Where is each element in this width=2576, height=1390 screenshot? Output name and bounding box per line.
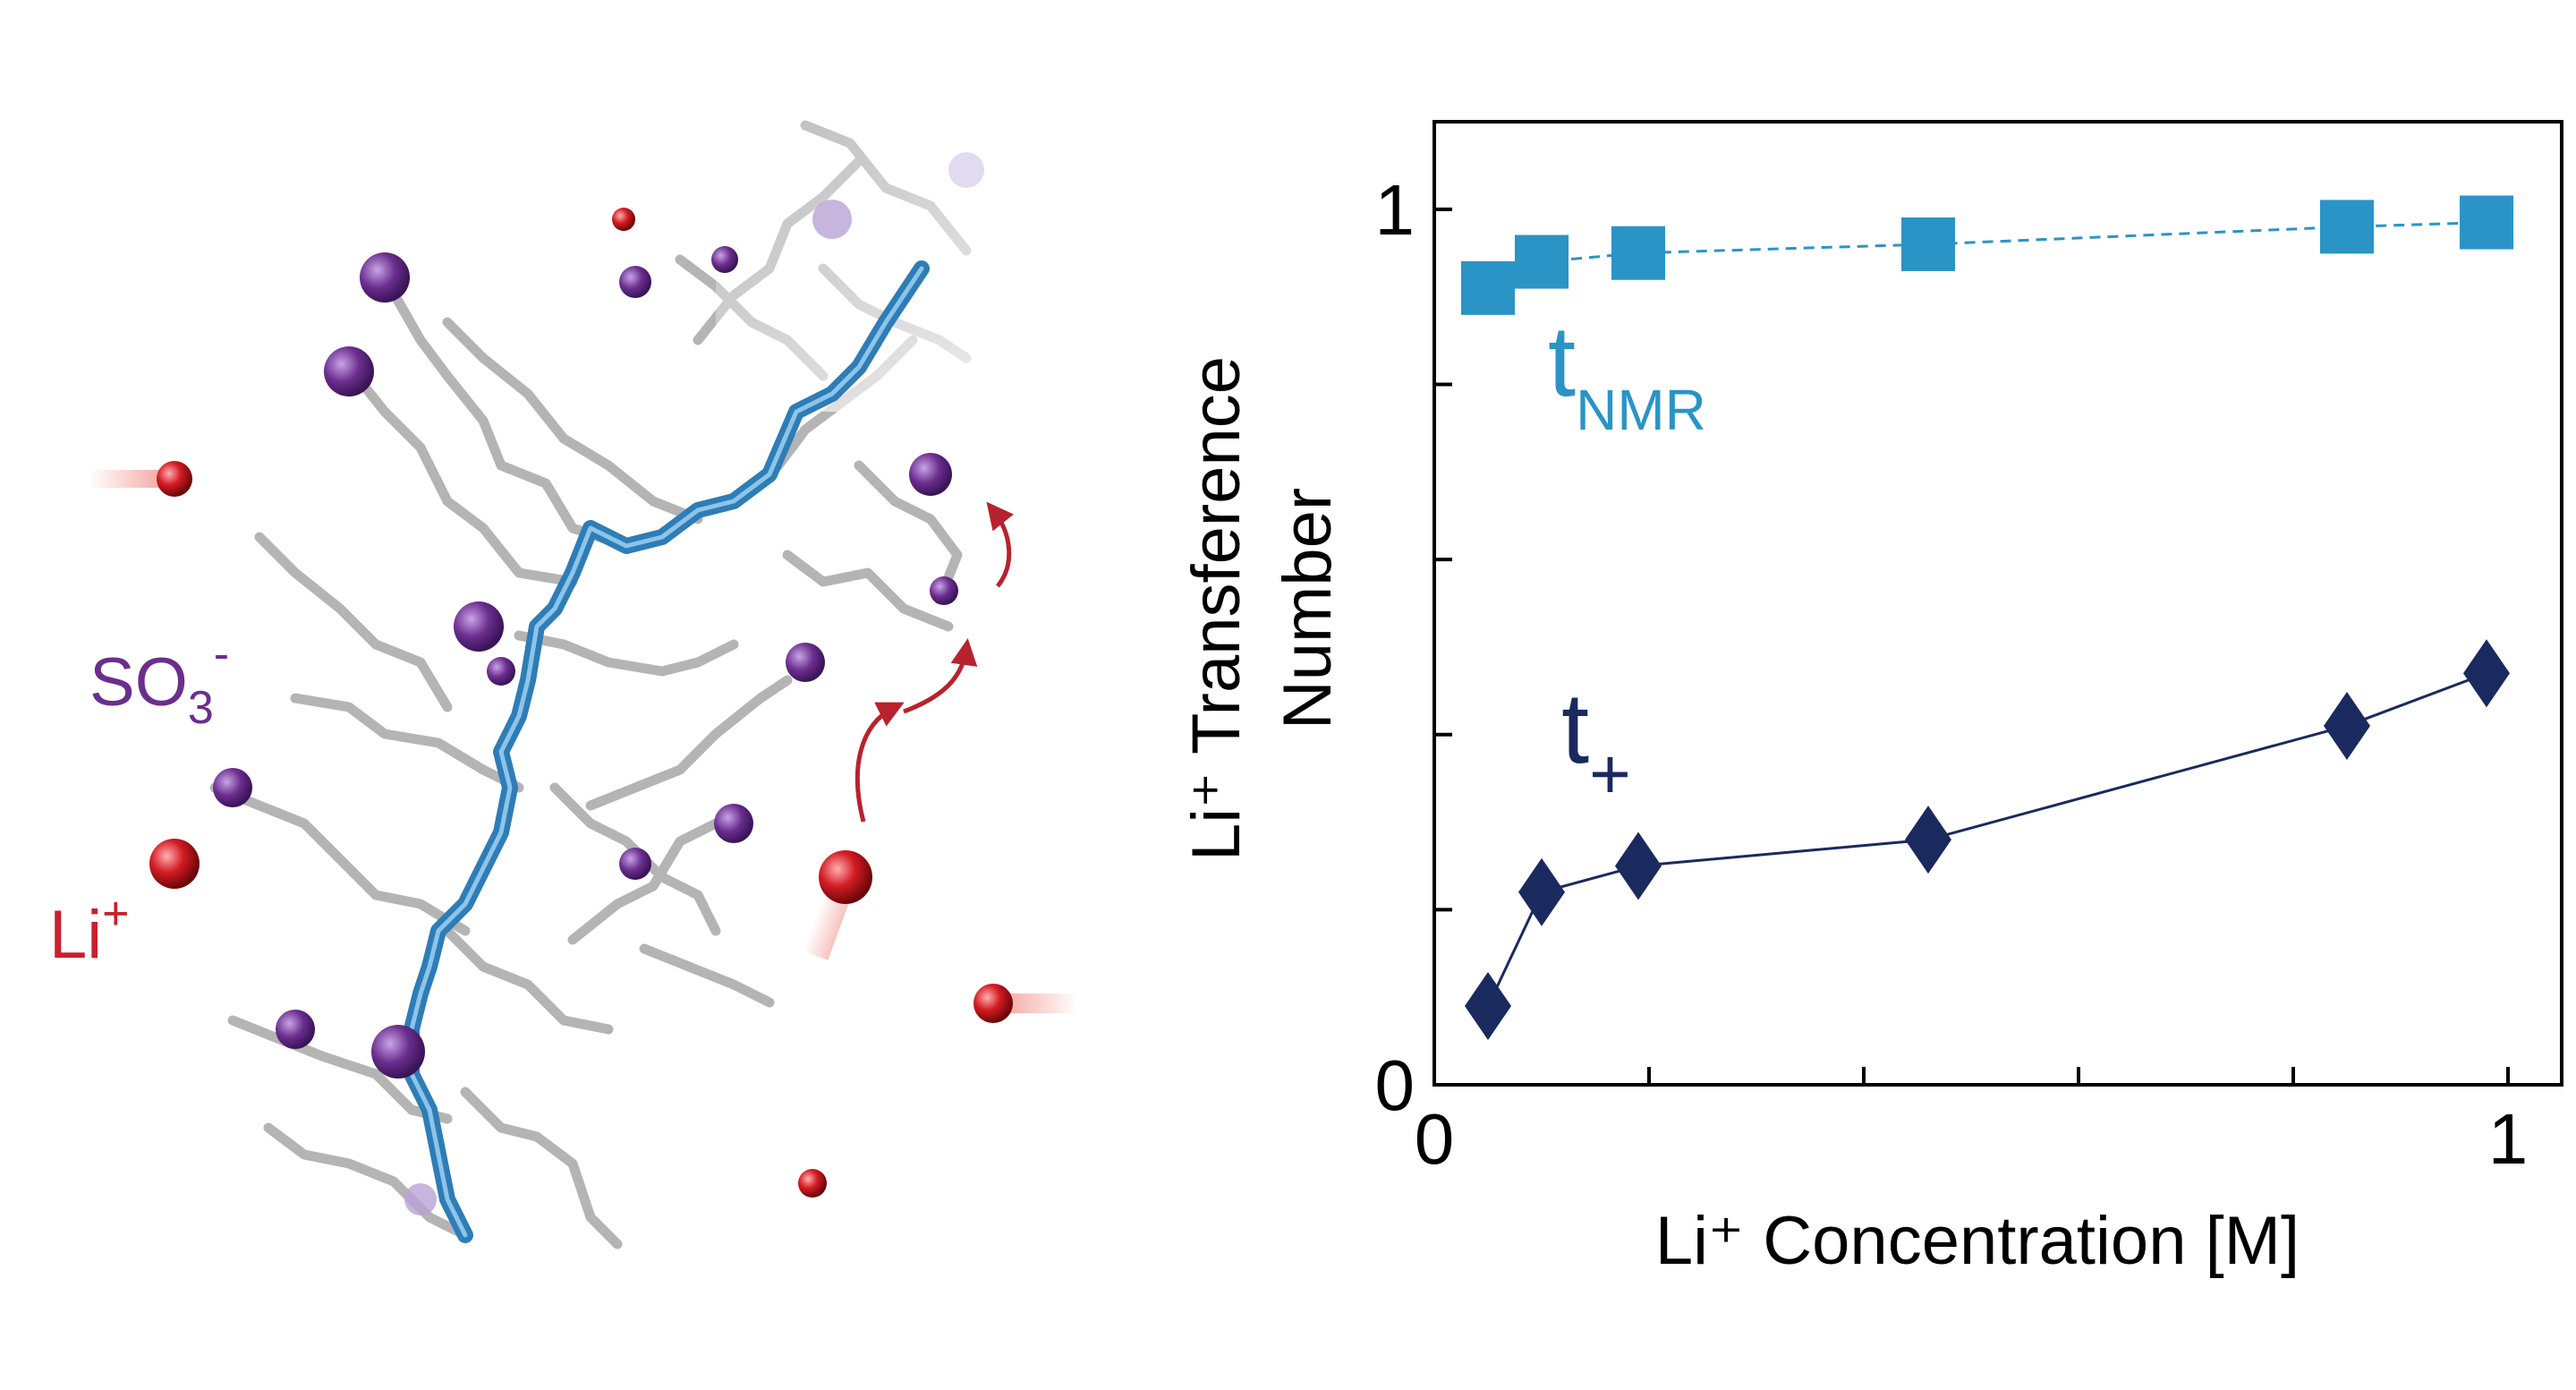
data-point-square bbox=[1901, 217, 1955, 271]
x-tick-label: 0 bbox=[1415, 1099, 1455, 1179]
series-layer bbox=[1461, 195, 2513, 1040]
polymer-backbone bbox=[404, 260, 930, 1243]
series-label-tplus: t+ bbox=[1561, 672, 1631, 814]
li-spheres bbox=[89, 208, 1077, 1198]
so3-spheres bbox=[213, 152, 984, 1215]
so3-label: SO3- bbox=[89, 628, 229, 734]
backbone-highlight bbox=[409, 266, 924, 1238]
y-tick-label: 1 bbox=[1375, 170, 1416, 250]
data-point-square bbox=[1461, 260, 1515, 315]
y-ticks: 01 bbox=[1375, 170, 1452, 1125]
x-axis-label: Li⁺ Concentration [M] bbox=[1655, 1203, 2300, 1279]
data-point-diamond bbox=[1615, 831, 1662, 900]
data-point-diamond bbox=[2463, 639, 2510, 708]
depth-fade bbox=[716, 54, 1118, 412]
polymer-molecule-illustration: SO3- Li+ bbox=[49, 54, 1118, 1249]
y-axis-label-line1: Li⁺ Transference bbox=[1178, 356, 1254, 861]
x-tick-label: 1 bbox=[2488, 1099, 2529, 1179]
hopping-arrows bbox=[854, 501, 1014, 823]
li-label: Li+ bbox=[49, 888, 130, 973]
data-point-diamond bbox=[1465, 971, 1511, 1040]
data-point-square bbox=[2460, 195, 2513, 250]
data-point-diamond bbox=[1905, 806, 1951, 874]
data-point-diamond bbox=[1518, 857, 1565, 926]
y-axis-label-line2: Number bbox=[1270, 488, 1346, 729]
data-point-square bbox=[1515, 235, 1569, 289]
data-point-square bbox=[2320, 200, 2374, 254]
plot-frame bbox=[1433, 120, 2563, 1087]
data-point-square bbox=[1611, 226, 1665, 280]
y-tick-label: 0 bbox=[1375, 1045, 1416, 1125]
series-label-tnmr: tNMR bbox=[1548, 305, 1706, 442]
data-point-diamond bbox=[2324, 691, 2370, 760]
